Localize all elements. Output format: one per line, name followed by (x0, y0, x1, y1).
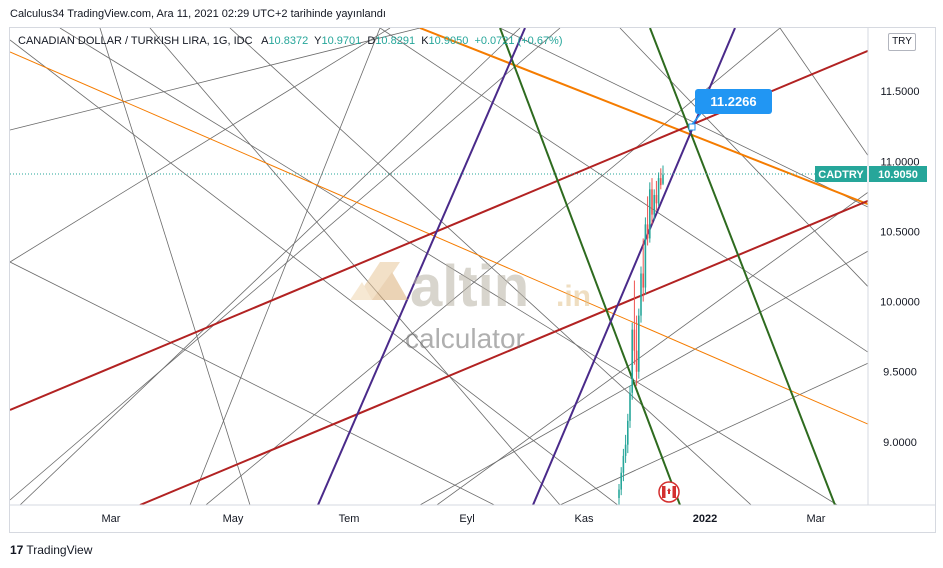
x-tick-label: 2022 (693, 513, 717, 525)
legend-low-label: D (367, 35, 376, 47)
purple-fan-line (317, 28, 526, 505)
legend-low: 10.8291 (375, 35, 416, 47)
tradingview-logo[interactable]: 17 TradingView (10, 543, 92, 557)
candle[interactable] (651, 178, 653, 225)
candle[interactable] (653, 189, 655, 221)
legend-symbol: CANADIAN DOLLAR / TURKISH LIRA, 1G, IDC (18, 35, 253, 47)
legend-change: +0.0721 (+0.67%) (474, 35, 563, 47)
grey-fan-line (99, 28, 251, 505)
currency-button[interactable]: TRY (888, 33, 916, 51)
y-tick-label: 11.0000 (881, 156, 920, 168)
price-tag: CADTRY 10.9050 (815, 166, 927, 182)
y-tick-label: 9.5000 (883, 367, 917, 379)
candle[interactable] (644, 217, 647, 295)
candle[interactable] (631, 322, 633, 400)
grey-fan-line (10, 261, 496, 505)
watermark: altin .in calculator (350, 254, 591, 354)
orange-fan-lines (10, 28, 868, 425)
grey-fan-line (10, 39, 619, 505)
candle[interactable] (627, 413, 629, 454)
candle[interactable] (618, 483, 620, 505)
x-tick-label: Mar (102, 513, 121, 525)
red-fan-line (139, 199, 868, 505)
legend-open: 10.8372 (268, 35, 309, 47)
chart-legend[interactable]: CANADIAN DOLLAR / TURKISH LIRA, 1G, IDC … (18, 35, 563, 47)
time-axis[interactable]: Mar May Tem Eyl Kas 2022 Mar (102, 513, 826, 525)
candle[interactable] (662, 165, 664, 186)
grey-fan-line (10, 28, 561, 501)
legend-close-label: K (421, 35, 429, 47)
candle[interactable] (649, 182, 651, 243)
green-fan-lines (499, 28, 836, 505)
x-tick-label: Mar (807, 513, 826, 525)
candlestick-series[interactable] (618, 165, 664, 505)
callout[interactable]: 11.2266 (688, 89, 772, 131)
y-tick-label: 11.5000 (881, 86, 920, 98)
candle[interactable] (638, 308, 640, 379)
callout-value: 11.2266 (710, 94, 756, 109)
grey-fan-line (10, 28, 391, 263)
chart-frame (9, 27, 936, 533)
grey-fan-line (205, 28, 781, 505)
grey-fan-line (229, 28, 752, 505)
grey-fan-line (189, 28, 381, 505)
y-tick-label: 10.0000 (880, 297, 920, 309)
grey-fan-line (19, 28, 521, 505)
tradingview-logo-text: TradingView (26, 543, 93, 557)
legend-high: 10.9701 (321, 35, 362, 47)
grey-fan-line (10, 28, 421, 131)
publisher-line: Calculus34 TradingView.com, Ara 11, 2021… (10, 8, 386, 20)
grey-fan-line (419, 250, 868, 505)
green-fan-line (499, 28, 681, 505)
candle[interactable] (660, 168, 662, 190)
orange-fan-line (10, 51, 868, 425)
x-tick-label: May (223, 513, 244, 525)
price-tag-value: 10.9050 (878, 169, 918, 181)
candle[interactable] (635, 315, 638, 386)
event-flag-icon[interactable] (658, 481, 680, 503)
candle[interactable] (633, 280, 636, 365)
x-tick-label: Eyl (459, 513, 474, 525)
orange-fan-line (419, 28, 868, 206)
tradingview-logo-icon: 17 (10, 543, 24, 557)
candle[interactable] (629, 385, 631, 428)
candle[interactable] (622, 448, 625, 482)
candle[interactable] (624, 434, 627, 463)
watermark-sub: calculator (405, 323, 525, 354)
watermark-logo-icon (350, 262, 408, 300)
candle[interactable] (620, 467, 622, 496)
watermark-suffix: .in (556, 280, 591, 313)
candle[interactable] (655, 180, 658, 211)
grey-fan-line (779, 28, 868, 157)
legend-close: 10.9050 (428, 35, 469, 47)
price-axis[interactable]: 11.5000 11.0000 10.5000 10.0000 9.5000 9.0000 (880, 86, 920, 449)
y-tick-label: 9.0000 (883, 437, 917, 449)
x-tick-label: Kas (575, 513, 594, 525)
candle[interactable] (642, 238, 644, 302)
y-tick-label: 10.5000 (880, 226, 920, 238)
grey-fan-line (59, 28, 839, 505)
legend-high-label: Y (314, 35, 322, 47)
grey-fan-line (379, 28, 868, 353)
x-tick-label: Tem (339, 513, 360, 525)
candle[interactable] (657, 172, 660, 207)
legend-open-label: A (261, 35, 269, 47)
price-tag-symbol: CADTRY (818, 169, 864, 181)
candle[interactable] (640, 266, 642, 323)
candle[interactable] (646, 196, 649, 246)
watermark-brand: altin (410, 254, 529, 319)
green-fan-line (649, 28, 836, 505)
